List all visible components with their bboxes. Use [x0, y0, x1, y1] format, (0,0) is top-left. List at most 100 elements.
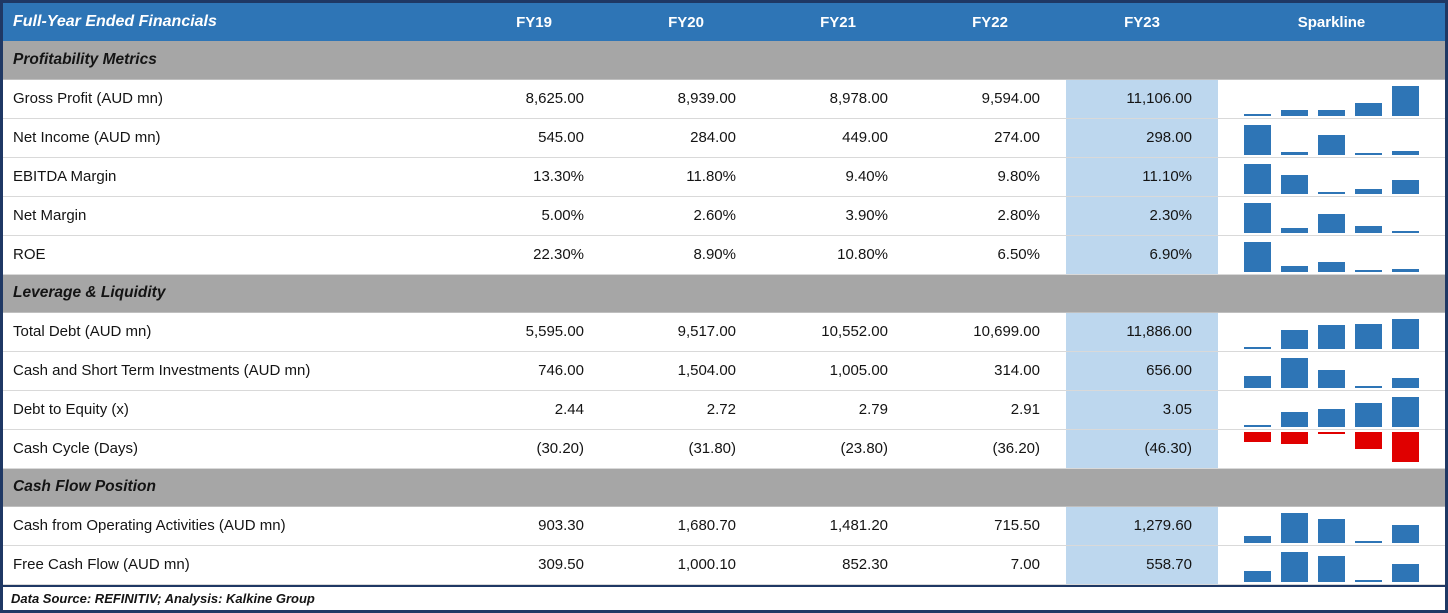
- cell-fy23: 11,106.00: [1066, 79, 1218, 119]
- row-label-cash-from-operating-activities-aud-mn: Cash from Operating Activities (AUD mn): [3, 506, 458, 546]
- section-row: Cash Flow Position: [3, 468, 1445, 507]
- cell-fy21: 449.00: [762, 118, 914, 158]
- sparkline-bar: [1392, 230, 1419, 233]
- cell-fy23: 11.10%: [1066, 157, 1218, 197]
- table-row: Debt to Equity (x) 2.44 2.72 2.79 2.91 3.05: [3, 390, 1445, 430]
- cell-fy19: 2.44: [458, 390, 610, 430]
- cell-fy22: 7.00: [914, 545, 1066, 585]
- sparkline-column-chart: [1218, 82, 1445, 116]
- cell-fy20: 11.80%: [610, 157, 762, 197]
- sparkline-bar: [1244, 241, 1271, 272]
- sparkline-cell: [1218, 506, 1445, 546]
- table-row: Net Income (AUD mn) 545.00 284.00 449.00 274…: [3, 118, 1445, 158]
- cell-fy19: 903.30: [458, 506, 610, 546]
- sparkline-column-chart-negative: [1218, 431, 1445, 466]
- sparkline-bar: [1355, 269, 1382, 272]
- sparkline-bar: [1355, 102, 1382, 116]
- cell-fy19: (30.20): [458, 429, 610, 469]
- sparkline-bar: [1244, 424, 1271, 427]
- sparkline-bar: [1355, 431, 1382, 449]
- cell-fy21: 3.90%: [762, 196, 914, 236]
- table-row: Cash Cycle (Days) (30.20) (31.80) (23.80) (3…: [3, 429, 1445, 469]
- column-header-fy22: FY22: [914, 3, 1066, 41]
- cell-fy21: 8,978.00: [762, 79, 914, 119]
- cell-fy21: 10.80%: [762, 235, 914, 275]
- sparkline-bar: [1355, 188, 1382, 194]
- sparkline-bar: [1318, 431, 1345, 434]
- cell-fy23: 656.00: [1066, 351, 1218, 391]
- cell-fy22: 9,594.00: [914, 79, 1066, 119]
- sparkline-column-chart: [1218, 315, 1445, 349]
- sparkline-bar: [1281, 265, 1308, 272]
- cell-fy19: 8,625.00: [458, 79, 610, 119]
- sparkline-bar: [1281, 411, 1308, 427]
- sparkline-column-chart: [1218, 354, 1445, 388]
- cell-fy20: 2.60%: [610, 196, 762, 236]
- cell-fy20: 284.00: [610, 118, 762, 158]
- table-row: Total Debt (AUD mn) 5,595.00 9,517.00 10,55…: [3, 312, 1445, 352]
- sparkline-bar: [1244, 431, 1271, 442]
- cell-fy23: 3.05: [1066, 390, 1218, 430]
- cell-fy23: 11,886.00: [1066, 312, 1218, 352]
- sparkline-bar: [1392, 377, 1419, 388]
- section-row: Profitability Metrics: [3, 41, 1445, 80]
- sparkline-cell: [1218, 118, 1445, 158]
- sparkline-bar: [1318, 555, 1345, 582]
- sparkline-column-chart: [1218, 548, 1445, 582]
- sparkline-bar: [1392, 150, 1419, 155]
- sparkline-cell: [1218, 545, 1445, 585]
- sparkline-bar: [1318, 408, 1345, 427]
- cell-fy20: (31.80): [610, 429, 762, 469]
- data-source-note: Data Source: REFINITIV; Analysis: Kalkin…: [3, 584, 1445, 610]
- cell-fy19: 545.00: [458, 118, 610, 158]
- sparkline-bar: [1318, 261, 1345, 272]
- cell-fy21: 1,005.00: [762, 351, 914, 391]
- sparkline-bar: [1281, 227, 1308, 233]
- table-row: Cash from Operating Activities (AUD mn) 9…: [3, 506, 1445, 546]
- row-label-debt-to-equity-x: Debt to Equity (x): [3, 390, 458, 430]
- cell-fy20: 1,000.10: [610, 545, 762, 585]
- section-header-cash-flow-position: Cash Flow Position: [3, 468, 1445, 507]
- sparkline-cell: [1218, 157, 1445, 197]
- sparkline-bar: [1281, 151, 1308, 155]
- cell-fy23: 6.90%: [1066, 235, 1218, 275]
- sparkline-bar: [1244, 535, 1271, 543]
- sparkline-bar: [1355, 152, 1382, 155]
- sparkline-column-chart: [1218, 160, 1445, 194]
- sparkline-column-chart: [1218, 393, 1445, 427]
- cell-fy22: 2.91: [914, 390, 1066, 430]
- data-table: Full-Year Ended Financials FY19 FY20 FY2…: [3, 3, 1445, 585]
- cell-fy19: 13.30%: [458, 157, 610, 197]
- sparkline-cell: [1218, 235, 1445, 275]
- sparkline-bar: [1244, 202, 1271, 233]
- sparkline-bar: [1355, 385, 1382, 388]
- column-header-fy21: FY21: [762, 3, 914, 41]
- sparkline-bar: [1281, 431, 1308, 444]
- cell-fy21: 1,481.20: [762, 506, 914, 546]
- table-row: Free Cash Flow (AUD mn) 309.50 1,000.10 852…: [3, 545, 1445, 585]
- sparkline-bar: [1318, 191, 1345, 194]
- cell-fy20: 9,517.00: [610, 312, 762, 352]
- table-row: Net Margin 5.00% 2.60% 3.90% 2.80% 2.30%: [3, 196, 1445, 236]
- cell-fy23: 298.00: [1066, 118, 1218, 158]
- cell-fy23: 1,279.60: [1066, 506, 1218, 546]
- sparkline-bar: [1392, 396, 1419, 427]
- sparkline-cell: [1218, 390, 1445, 430]
- table-row: Cash and Short Term Investments (AUD mn)…: [3, 351, 1445, 391]
- sparkline-bar: [1318, 109, 1345, 116]
- cell-fy22: 6.50%: [914, 235, 1066, 275]
- sparkline-bar: [1318, 213, 1345, 233]
- sparkline-bar: [1318, 518, 1345, 543]
- cell-fy19: 309.50: [458, 545, 610, 585]
- row-label-roe: ROE: [3, 235, 458, 275]
- sparkline-bar: [1392, 85, 1419, 116]
- cell-fy20: 1,680.70: [610, 506, 762, 546]
- sparkline-bar: [1355, 402, 1382, 427]
- section-header-leverage-liquidity: Leverage & Liquidity: [3, 274, 1445, 313]
- cell-fy21: 2.79: [762, 390, 914, 430]
- sparkline-cell: [1218, 312, 1445, 352]
- sparkline-bar: [1355, 579, 1382, 582]
- cell-fy22: 715.50: [914, 506, 1066, 546]
- sparkline-bar: [1281, 551, 1308, 582]
